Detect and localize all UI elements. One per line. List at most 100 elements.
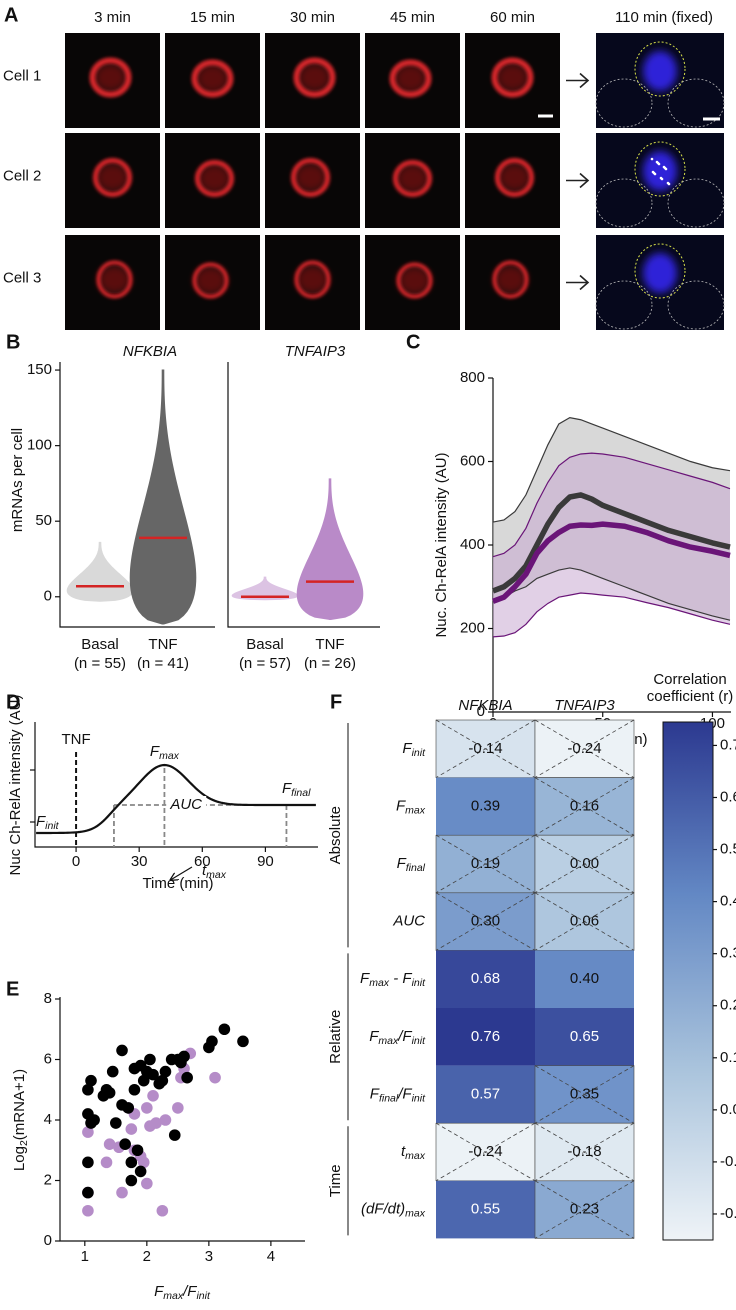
cell-ring xyxy=(96,260,133,299)
heatmap-cell xyxy=(436,777,535,836)
point xyxy=(116,1044,128,1057)
panel-label: B xyxy=(6,331,20,353)
point xyxy=(119,1138,131,1150)
cell-fluorescence xyxy=(296,265,329,294)
timepoint-label: 60 min xyxy=(490,9,535,26)
group-label: Relative xyxy=(327,1010,344,1064)
arrow xyxy=(566,274,590,291)
nucleus xyxy=(643,151,677,191)
cell-border xyxy=(534,892,635,951)
f-init-label-part: init xyxy=(45,820,60,832)
x-axis-label-part: init xyxy=(196,1290,211,1302)
cell-ring xyxy=(294,260,331,299)
f-final-label: Ffinal xyxy=(282,780,311,799)
cell-ring xyxy=(495,158,534,197)
arrow xyxy=(566,72,590,89)
band xyxy=(493,453,730,637)
violin xyxy=(231,576,299,601)
cell-border xyxy=(534,1180,635,1239)
cell-ring xyxy=(491,57,534,98)
cell-value: 0.39 xyxy=(471,797,500,814)
x-axis-label-part: /F xyxy=(182,1283,197,1300)
cell-ring xyxy=(393,160,432,197)
f-max-label-part: F xyxy=(150,743,160,760)
column-header: TNFAIP3 xyxy=(554,697,615,714)
point xyxy=(82,1083,94,1096)
point xyxy=(106,1065,119,1078)
x-tick-label: 1 xyxy=(81,1248,89,1265)
point xyxy=(110,1117,122,1129)
timepoint-label: 3 min xyxy=(94,9,131,26)
point xyxy=(178,1050,190,1063)
y-tick-label: 0 xyxy=(44,588,52,605)
cell-outline xyxy=(634,243,686,299)
row-label-part: max xyxy=(405,804,426,816)
point xyxy=(159,1065,172,1078)
n-label: (n = 57) xyxy=(239,655,291,672)
y-tick-label: 600 xyxy=(460,452,485,469)
cell-fluorescence xyxy=(94,63,127,92)
nonsignificant-cross xyxy=(435,892,536,951)
category-label: TNF xyxy=(148,636,177,653)
y-tick-label: 6 xyxy=(44,1050,52,1067)
x-axis-label: Time (min) xyxy=(142,875,213,892)
mrna-spot xyxy=(650,157,654,161)
point xyxy=(88,1114,100,1126)
response-curve xyxy=(36,763,316,835)
point xyxy=(156,1204,169,1217)
category-label: TNF xyxy=(315,636,344,653)
neighbor-outline xyxy=(595,78,653,128)
f-max-label-part: max xyxy=(159,750,180,762)
violin xyxy=(296,478,364,620)
group-title: TNFAIP3 xyxy=(285,343,346,360)
row-label-part: F xyxy=(396,797,406,814)
nonsignificant-cross xyxy=(534,1180,635,1239)
y-axis-label: Nuc Ch-RelA intensity (AU) xyxy=(7,695,24,876)
row-label-part: init xyxy=(412,1035,427,1047)
point xyxy=(172,1102,184,1114)
axis xyxy=(34,722,318,848)
label-background xyxy=(166,795,207,814)
colorbar-title: Correlation xyxy=(653,671,726,688)
y-tick-label: 200 xyxy=(460,619,485,636)
violin xyxy=(129,369,197,625)
cell-value: 0.57 xyxy=(471,1085,500,1102)
band-edge xyxy=(492,452,731,558)
x-tick-label: 30 xyxy=(131,853,148,870)
f-final-label-part: final xyxy=(291,787,311,799)
point xyxy=(82,1204,94,1217)
colorbar-tick-label: 0.1 xyxy=(720,1049,736,1066)
cell-value: 0.19 xyxy=(471,855,500,872)
cell-value: 0.55 xyxy=(471,1201,500,1218)
nonsignificant-cross xyxy=(534,892,635,951)
mean-line xyxy=(492,521,731,604)
row-label-part: max xyxy=(369,977,390,989)
row-label-part: F xyxy=(370,1085,380,1102)
row-label: Fmax/Finit xyxy=(369,1028,426,1047)
n-label: (n = 26) xyxy=(304,655,356,672)
row-label: AUC xyxy=(392,913,425,930)
colorbar-tick-label: 0.4 xyxy=(720,893,736,910)
cell-value: 0.30 xyxy=(471,913,500,930)
cell-value: 0.35 xyxy=(570,1085,599,1102)
colorbar-tick-label: -0.2 xyxy=(720,1205,736,1222)
cell-outline xyxy=(634,41,686,97)
cell-value: -0.18 xyxy=(567,1143,601,1160)
category-label: Basal xyxy=(81,636,119,653)
cell-fluorescence xyxy=(198,164,231,193)
cell-fluorescence xyxy=(396,164,429,193)
point xyxy=(141,1177,153,1190)
cell-fluorescence xyxy=(196,64,229,93)
x-axis-label-part: F xyxy=(154,1283,164,1300)
row-label-part: F xyxy=(360,970,370,987)
cell-value: 0.00 xyxy=(570,855,599,872)
y-axis-label-part: 2 xyxy=(18,1140,30,1146)
point xyxy=(168,1129,181,1141)
point xyxy=(82,1156,94,1169)
cell-fluorescence xyxy=(194,266,227,295)
x-axis-label-part: max xyxy=(163,1290,184,1302)
group-label: Time xyxy=(327,1164,344,1197)
y-axis-label-part: Log xyxy=(11,1146,28,1171)
row-label-part: max xyxy=(405,1150,426,1162)
